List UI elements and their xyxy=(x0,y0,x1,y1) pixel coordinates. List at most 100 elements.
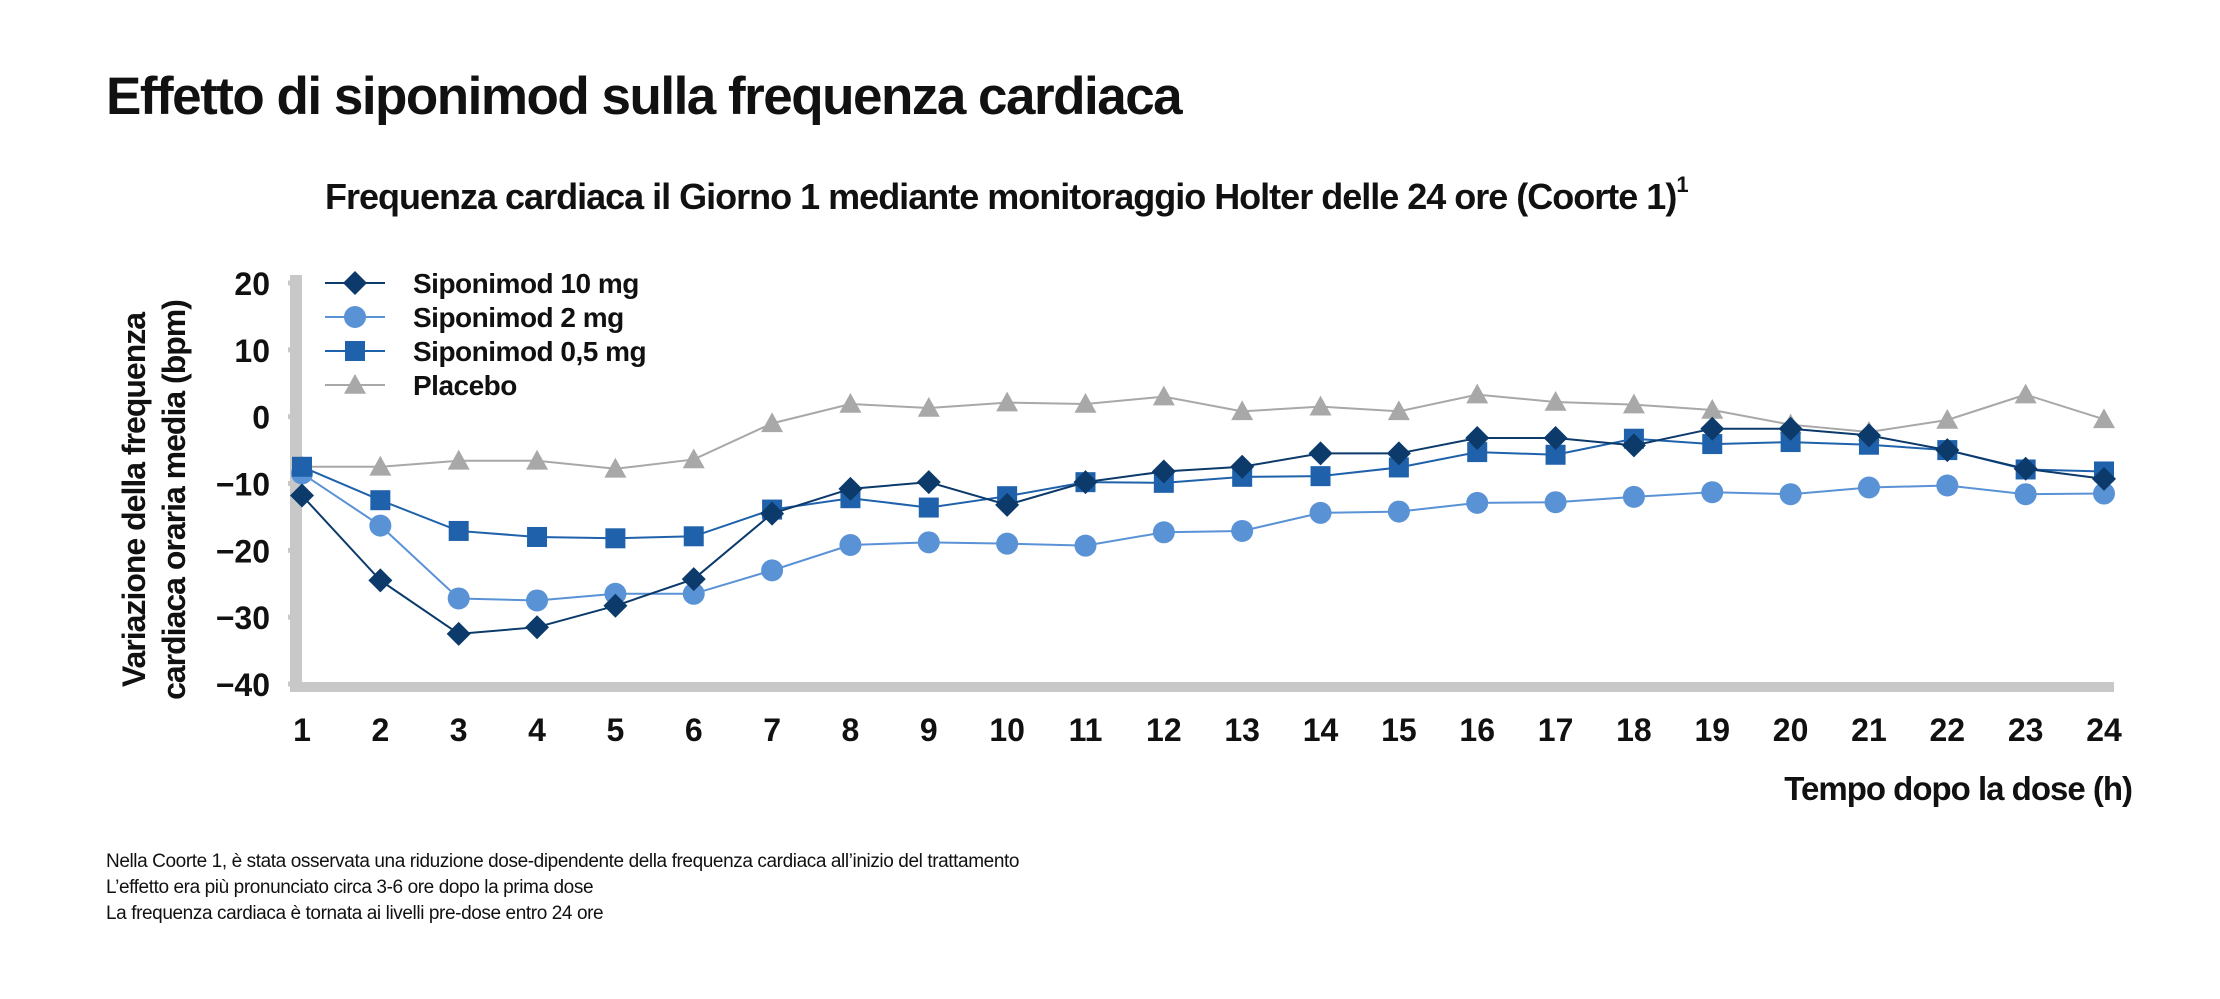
chart-title: Frequenza cardiaca il Giorno 1 mediante … xyxy=(325,172,1689,218)
legend-label: Siponimod 2 mg xyxy=(413,302,624,333)
point-triangle xyxy=(1622,393,1645,414)
x-tick-label: 18 xyxy=(1616,712,1652,748)
series-line xyxy=(301,427,2105,635)
point-circle xyxy=(1152,521,1175,544)
point-triangle xyxy=(996,391,1019,412)
point-square xyxy=(1388,457,1409,478)
point-triangle xyxy=(682,448,705,469)
point-diamond xyxy=(368,568,393,593)
x-tick-label: 2 xyxy=(371,712,389,748)
point-diamond xyxy=(1465,426,1490,451)
point-circle xyxy=(1466,491,1489,514)
point-circle xyxy=(1701,481,1724,504)
point-circle xyxy=(526,589,549,612)
series-line xyxy=(301,472,2105,602)
point-circle xyxy=(1074,534,1097,557)
point-triangle xyxy=(761,412,784,433)
y-tick-label: 10 xyxy=(234,333,270,369)
legend-label: Placebo xyxy=(413,370,517,401)
point-circle xyxy=(996,532,1019,555)
point-diamond xyxy=(1151,459,1176,484)
series-line xyxy=(301,437,2105,540)
point-triangle xyxy=(1309,395,1332,416)
y-tick-label: 20 xyxy=(234,266,270,302)
x-tick-label: 11 xyxy=(1069,712,1103,748)
series-triangle xyxy=(291,383,2115,478)
x-tick-label: 3 xyxy=(450,712,468,748)
point-square xyxy=(1310,466,1331,487)
series-line xyxy=(302,393,2105,470)
point-diamond xyxy=(2092,466,2116,491)
point-diamond xyxy=(1230,454,1255,479)
point-diamond xyxy=(995,492,1020,517)
x-tick-label: 19 xyxy=(1694,712,1730,748)
point-square xyxy=(527,526,548,547)
series-diamond xyxy=(290,416,2116,646)
point-circle xyxy=(917,531,940,554)
point-square xyxy=(683,526,704,547)
point-diamond xyxy=(916,470,941,495)
x-tick-label: 14 xyxy=(1303,712,1339,748)
point-square xyxy=(1780,432,1801,453)
y-axis-title-line2: cardiaca oraria media (bpm) xyxy=(156,300,192,700)
point-triangle xyxy=(1152,385,1175,406)
point-circle xyxy=(344,306,366,328)
point-square xyxy=(292,456,312,477)
x-ticks: 1 2 3 4 5 6 7 8 9 10 11 12 13 14 15 16 17 18 19 20 21 22 23 24 xyxy=(293,712,2122,748)
point-triangle xyxy=(839,392,862,413)
legend-label: Siponimod 0,5 mg xyxy=(413,336,646,367)
point-diamond xyxy=(2013,456,2038,481)
point-triangle xyxy=(917,396,940,417)
x-axis-title: Tempo dopo la dose (h) xyxy=(1784,770,2132,807)
point-triangle xyxy=(1074,392,1097,413)
point-square xyxy=(605,528,626,549)
series-circle xyxy=(291,462,2115,612)
point-diamond xyxy=(1856,423,1881,448)
point-square xyxy=(370,490,391,511)
point-triangle xyxy=(1387,400,1410,421)
point-circle xyxy=(1779,483,1802,506)
point-circle xyxy=(682,582,705,605)
point-circle xyxy=(1387,500,1410,523)
note-line: Nella Coorte 1, è stata osservata una ri… xyxy=(106,851,1020,872)
point-circle xyxy=(839,533,862,556)
point-circle xyxy=(1857,476,1880,499)
point-square xyxy=(1545,444,1566,465)
chart-title-superscript: 1 xyxy=(1676,172,1688,197)
x-tick-label: 7 xyxy=(763,712,781,748)
point-diamond xyxy=(446,621,471,646)
point-circle xyxy=(1231,519,1254,542)
point-square xyxy=(1702,434,1723,455)
point-circle xyxy=(1309,501,1332,524)
point-triangle xyxy=(369,455,392,476)
y-tick-label: −30 xyxy=(216,600,270,636)
point-diamond xyxy=(681,567,706,592)
point-triangle xyxy=(447,449,470,470)
x-tick-label: 5 xyxy=(606,712,624,748)
x-tick-label: 4 xyxy=(528,712,546,748)
point-diamond xyxy=(525,615,550,640)
point-square xyxy=(345,341,365,361)
x-tick-label: 20 xyxy=(1773,712,1809,748)
point-diamond xyxy=(1386,441,1411,466)
point-diamond xyxy=(1778,416,1803,441)
point-circle xyxy=(447,587,470,610)
y-tick-label: −40 xyxy=(216,667,270,703)
y-tick-label: 0 xyxy=(252,400,270,436)
x-tick-label: 15 xyxy=(1381,712,1417,748)
x-tick-label: 6 xyxy=(685,712,703,748)
point-triangle xyxy=(526,449,549,470)
point-triangle xyxy=(344,374,366,394)
x-tick-label: 12 xyxy=(1146,712,1182,748)
point-diamond xyxy=(1700,416,1725,441)
x-tick-label: 24 xyxy=(2086,712,2122,748)
point-diamond xyxy=(760,501,785,526)
point-triangle xyxy=(1701,398,1724,419)
chart-title-text: Frequenza cardiaca il Giorno 1 mediante … xyxy=(325,176,1677,217)
y-ticks: 20 10 0 −10 −20 −30 −40 xyxy=(216,266,302,703)
point-circle xyxy=(761,559,784,582)
series-square xyxy=(292,428,2114,549)
point-diamond xyxy=(1308,441,1333,466)
